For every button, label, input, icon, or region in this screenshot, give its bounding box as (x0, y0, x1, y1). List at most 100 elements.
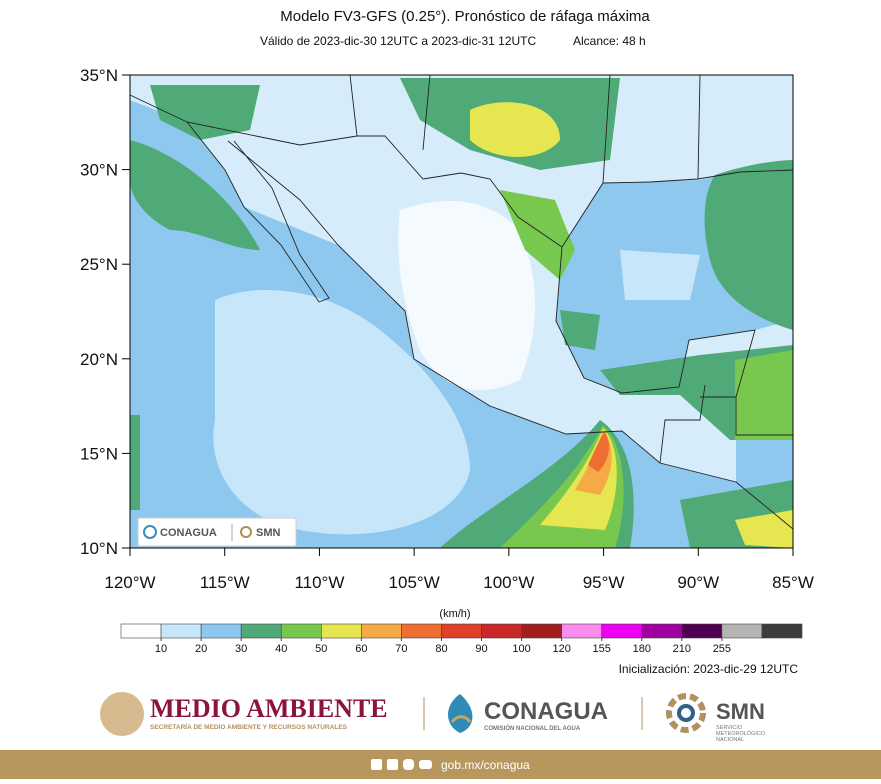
colorbar-unit: (km/h) (439, 608, 470, 620)
calm-area (213, 290, 471, 535)
title: Modelo FV3-GFS (0.25°). Pronóstico de rá… (280, 8, 650, 25)
color-box (641, 623, 683, 639)
color-box (120, 623, 162, 639)
color-box (160, 623, 202, 639)
color-box (601, 623, 643, 639)
smn-logo-icon (666, 693, 706, 733)
lon-label: 85°W (772, 573, 814, 592)
lead-time: Alcance: 48 h (573, 34, 646, 48)
colorbar-label: 120 (552, 643, 570, 655)
colorbar-label: 90 (475, 643, 487, 655)
semarnat-subtitle: SECRETARÍA DE MEDIO AMBIENTE Y RECURSOS … (150, 722, 348, 731)
color-box (401, 623, 442, 639)
map-field (130, 75, 793, 548)
colorbar-label: 80 (435, 643, 447, 655)
color-box (721, 623, 763, 639)
lon-label: 95°W (583, 573, 625, 592)
colorbar-label: 20 (195, 643, 207, 655)
colorbar-label: 100 (512, 643, 530, 655)
coat-of-arms (100, 692, 144, 736)
lat-label: 15°N (80, 444, 118, 463)
conagua-logo-icon (448, 694, 473, 733)
wind-area (500, 190, 575, 280)
coastline (186, 121, 330, 303)
instagram-icon[interactable] (403, 759, 414, 770)
wind-area (470, 102, 560, 157)
calm-area (620, 250, 700, 300)
inset-smn: SMN (256, 527, 281, 539)
conagua-subtitle: COMISIÓN NACIONAL DEL AGUA (484, 724, 581, 732)
colorbar-label: 50 (315, 643, 327, 655)
wind-area (130, 140, 260, 250)
lon-label: 100°W (483, 573, 534, 592)
twitter-icon[interactable] (387, 759, 398, 770)
color-box (280, 623, 322, 639)
map-frame (129, 74, 794, 549)
colorbar-label: 10 (155, 643, 167, 655)
smn-subtitle: METEOROLÓGICO (716, 730, 766, 737)
lon-label: 110°W (294, 573, 344, 592)
lon-label: 105°W (389, 573, 440, 592)
lat-label: 10°N (80, 539, 118, 558)
color-box (320, 623, 362, 639)
wind-area (735, 350, 793, 440)
initialization: Inicialización: 2023-dic-29 12UTC (619, 662, 799, 676)
color-box (761, 623, 803, 639)
wind-area (735, 510, 793, 548)
coastlines (129, 74, 794, 530)
colorbar-label: 70 (395, 643, 407, 655)
color-box (481, 623, 522, 639)
coastline (227, 140, 794, 530)
valid-period: Válido de 2023-dic-30 12UTC a 2023-dic-3… (260, 34, 536, 48)
border (129, 94, 563, 248)
inset-logo: CONAGUA SMN (137, 517, 297, 547)
border (659, 384, 736, 464)
wind-area (588, 432, 610, 472)
color-box (200, 623, 242, 639)
color-box (240, 623, 282, 639)
colorbar-label: 30 (235, 643, 247, 655)
conagua-logo: CONAGUA (484, 698, 608, 725)
inset-logo-box (137, 517, 297, 547)
color-box (441, 623, 482, 639)
colorbar-label: 210 (673, 643, 691, 655)
wind-area (130, 415, 140, 510)
youtube-icon[interactable] (419, 760, 432, 769)
semarnat-logo: MEDIO AMBIENTE (150, 694, 388, 723)
color-box (521, 623, 562, 639)
wind-area (150, 85, 260, 140)
calm-area (398, 201, 535, 390)
colorbar-label: 255 (713, 643, 731, 655)
colorbar-label: 40 (275, 643, 287, 655)
wind-area (704, 160, 793, 330)
lat-label: 25°N (80, 255, 118, 274)
colorbar-label: 155 (593, 643, 611, 655)
facebook-icon[interactable] (371, 759, 382, 770)
colorbar: 10 20 30 40 50 60 70 80 90 100 120 155 180 210 255 (120, 623, 803, 655)
color-box (681, 623, 723, 639)
colorbar-label: 180 (633, 643, 651, 655)
smn-logo-icon (677, 704, 695, 722)
axes: 35°N 30°N 25°N 20°N 15°N 10°N 120°W 115°W 110°W 1… (80, 66, 814, 592)
lon-label: 115°W (200, 573, 250, 592)
smn-subtitle: SERVICIO (716, 725, 743, 731)
smn-logo: SMN (716, 699, 765, 724)
coastline (555, 246, 793, 436)
colorbar-label: 60 (355, 643, 367, 655)
wind-area (560, 310, 600, 350)
lat-label: 35°N (80, 66, 118, 85)
footer-logos: MEDIO AMBIENTE SECRETARÍA DE MEDIO AMBIE… (100, 692, 766, 743)
color-box (361, 623, 402, 639)
border (349, 74, 701, 184)
footer-url[interactable]: gob.mx/conagua (441, 758, 530, 772)
inset-conagua: CONAGUA (160, 527, 217, 539)
lat-label: 20°N (80, 350, 118, 369)
lat-label: 30°N (80, 161, 118, 180)
conagua-logo-icon (450, 715, 472, 723)
smn-icon (240, 526, 252, 538)
lon-label: 90°W (677, 573, 719, 592)
conagua-icon (143, 525, 157, 539)
color-box (561, 623, 603, 639)
